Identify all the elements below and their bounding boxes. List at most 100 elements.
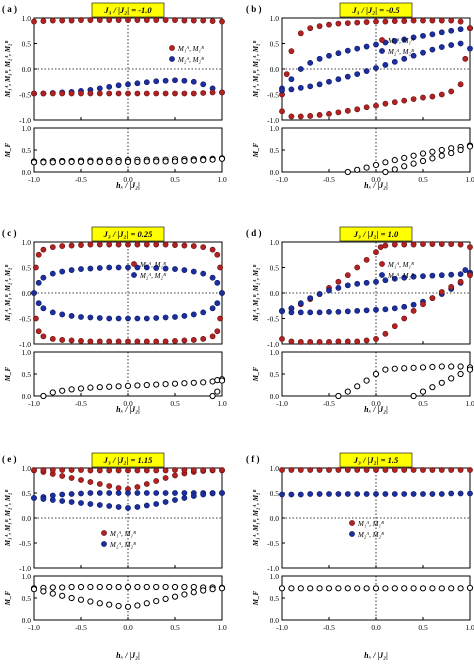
mf-point: [68, 583, 75, 591]
mf-point: [354, 585, 361, 592]
y-axis-label-magnetization: M₁ᴬ, M₁ᴮ, M₂ᴬ, M₂ᴮ: [252, 490, 260, 548]
mf-point: [115, 583, 122, 591]
mf-point: [96, 583, 103, 591]
mf-point: [96, 384, 103, 391]
magnetization-point: [214, 251, 221, 258]
title-box: [91, 2, 165, 18]
magnetization-point: [134, 315, 141, 322]
magnetization-point: [219, 18, 225, 25]
magnetization-point: [373, 41, 379, 48]
magnetization-point: [162, 17, 169, 23]
magnetization-point: [316, 81, 323, 88]
magnetization-point: [410, 34, 417, 41]
y-tick-label: 0.0: [270, 289, 280, 298]
magnetization-point: [344, 73, 351, 80]
magnetization-point: [438, 272, 445, 279]
mf-point: [209, 156, 216, 163]
mf-point: [457, 370, 464, 378]
mf-point: [87, 598, 94, 605]
magnetization-point: [429, 272, 436, 279]
y-tick-label: 0.5: [22, 594, 32, 603]
magnetization-point: [410, 273, 417, 280]
magnetization-point: [410, 241, 417, 248]
magnetization-point: [115, 315, 122, 322]
magnetization-point: [68, 475, 75, 481]
magnetization-point: [354, 307, 361, 314]
magnetization-point: [401, 18, 408, 24]
y-tick-label: 0.5: [22, 370, 32, 379]
magnetization-point: [401, 303, 408, 310]
magnetization-point: [335, 308, 342, 315]
y-tick-label: 0.0: [22, 65, 32, 74]
mf-point: [363, 377, 370, 384]
legend-label: M₁ᴬ, M₁ᴮ: [357, 520, 384, 528]
mf-point: [457, 585, 464, 592]
y-tick-label: 0.0: [270, 514, 280, 523]
magnetization-point: [462, 55, 469, 62]
magnetization-point: [87, 467, 94, 474]
magnetization-point: [40, 467, 47, 473]
mf-point: [59, 584, 66, 591]
magnetization-point: [344, 308, 351, 315]
legend-marker: [379, 261, 385, 267]
mf-point: [143, 158, 150, 165]
magnetization-point: [68, 313, 75, 319]
mf-point: [410, 392, 417, 400]
magnetization-point: [32, 315, 39, 322]
magnetization-point: [467, 490, 473, 497]
legend-label: M₂ᴬ, M₂ᴮ: [387, 48, 414, 56]
magnetization-point: [125, 17, 131, 23]
mf-point: [448, 149, 455, 157]
x-tick-label: -0.5: [75, 399, 87, 408]
magnetization-point: [172, 266, 178, 272]
mf-point: [429, 155, 436, 162]
mf-point: [124, 158, 132, 165]
y-tick-label: 0.5: [270, 489, 280, 498]
magnetization-point: [115, 490, 122, 496]
magnetization-point: [40, 305, 47, 312]
legend-label: M₁ᴬ, M₁ᴮ: [387, 37, 414, 45]
magnetization-point: [217, 315, 224, 322]
magnetization-point: [87, 314, 94, 321]
panel-title: J₃ / |J₂| = -0.5: [351, 5, 400, 15]
magnetization-point: [457, 241, 464, 248]
magnetization-point: [382, 491, 389, 497]
magnetization-point: [326, 308, 332, 315]
magnetization-point: [410, 17, 417, 24]
magnetization-point: [391, 99, 398, 106]
magnetization-point: [410, 467, 417, 473]
magnetization-point: [307, 339, 314, 345]
mf-point: [419, 388, 427, 395]
magnetization-point: [78, 467, 84, 473]
mf-point: [115, 383, 122, 390]
magnetization-point: [467, 272, 473, 279]
magnetization-point: [391, 323, 398, 330]
magnetization-point: [354, 71, 361, 77]
mf-point: [429, 363, 436, 371]
mf-point: [68, 594, 75, 602]
magnetization-point: [326, 52, 332, 59]
magnetization-point: [35, 300, 42, 307]
magnetization-point: [420, 94, 426, 101]
magnetization-point: [181, 17, 188, 24]
magnetization-point: [297, 30, 304, 37]
legend-marker: [131, 261, 137, 267]
mf-point: [209, 586, 216, 593]
magnetization-point: [59, 467, 66, 473]
x-tick-label: -1.0: [28, 623, 40, 632]
magnetization-point: [190, 243, 197, 249]
magnetization-point: [448, 467, 455, 473]
magnetization-point: [429, 295, 436, 301]
magnetization-point: [401, 55, 408, 62]
magnetization-point: [429, 491, 436, 497]
y-axis-label-magnetization: M₁ᴬ, M₁ᴮ, M₂ᴬ, M₂ᴮ: [4, 265, 12, 323]
magnetization-point: [125, 315, 131, 322]
mf-point: [106, 601, 113, 608]
magnetization-point: [316, 491, 323, 497]
magnetization-point: [200, 17, 207, 24]
magnetization-point: [200, 270, 207, 277]
magnetization-point: [448, 17, 455, 24]
title-box: [339, 452, 413, 468]
magnetization-point: [200, 309, 207, 316]
mf-point: [162, 381, 169, 388]
